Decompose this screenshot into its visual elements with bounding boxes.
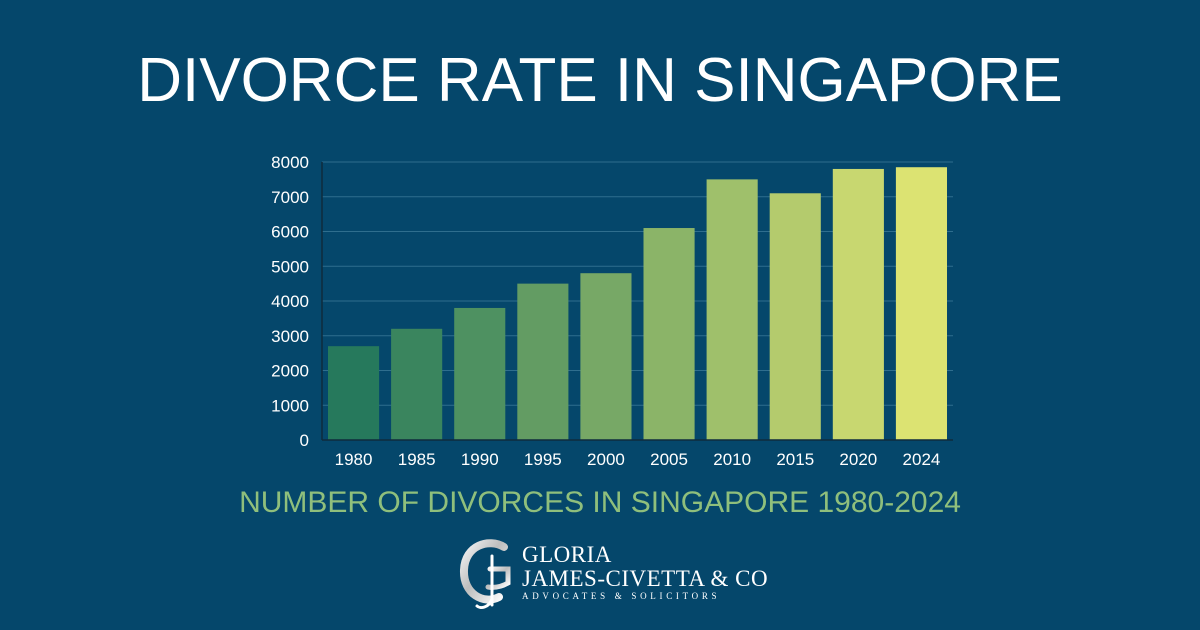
bar-layer xyxy=(327,167,948,440)
logo-name-line1: GLORIA xyxy=(522,542,612,567)
axis-layer xyxy=(321,162,953,441)
y-tick-label: 4000 xyxy=(271,292,309,311)
y-tick-label: 7000 xyxy=(271,188,309,207)
y-tick-label: 2000 xyxy=(271,362,309,381)
bar-2024 xyxy=(895,167,948,440)
x-tick-label: 1980 xyxy=(335,450,373,469)
x-tick-label: 1985 xyxy=(398,450,436,469)
bar-2010 xyxy=(706,179,758,440)
chart-title: DIVORCE RATE IN SINGAPORE xyxy=(137,46,1063,115)
x-tick-label: 2010 xyxy=(713,450,751,469)
y-tick-label: 5000 xyxy=(271,257,309,276)
chart-subtitle: NUMBER OF DIVORCES IN SINGAPORE 1980-202… xyxy=(239,486,961,519)
bar-2005 xyxy=(643,228,695,440)
x-tick-label: 2000 xyxy=(587,450,625,469)
y-tick-label: 8000 xyxy=(271,153,309,172)
y-tick-label: 1000 xyxy=(271,396,309,415)
bar-1985 xyxy=(391,328,443,440)
x-tick-label: 1995 xyxy=(524,450,562,469)
logo-name-line2: JAMES-CIVETTA & CO xyxy=(522,566,769,591)
bar-1995 xyxy=(517,283,569,440)
bar-1980 xyxy=(327,346,380,440)
x-tick-label: 1990 xyxy=(461,450,499,469)
bar-1990 xyxy=(454,307,506,440)
x-tick-label: 2024 xyxy=(903,450,941,469)
company-logo[interactable]: GLORIA JAMES-CIVETTA & CO ADVOCATES & SO… xyxy=(456,539,768,611)
x-tick-label: 2020 xyxy=(839,450,877,469)
x-tick-label: 2015 xyxy=(776,450,814,469)
y-tick-label: 3000 xyxy=(271,327,309,346)
y-tick-label: 0 xyxy=(300,431,309,450)
y-tick-label: 6000 xyxy=(271,223,309,242)
bar-2015 xyxy=(769,193,821,440)
g-monogram-icon xyxy=(460,539,511,609)
bar-2000 xyxy=(580,273,632,440)
bar-2020 xyxy=(832,168,884,440)
logo-tagline: ADVOCATES & SOLICITORS xyxy=(522,591,721,601)
label-layer: 0 1000 2000 3000 4000 5000 6000 7000 8000 1980 198… xyxy=(271,153,940,469)
x-tick-label: 2005 xyxy=(650,450,688,469)
